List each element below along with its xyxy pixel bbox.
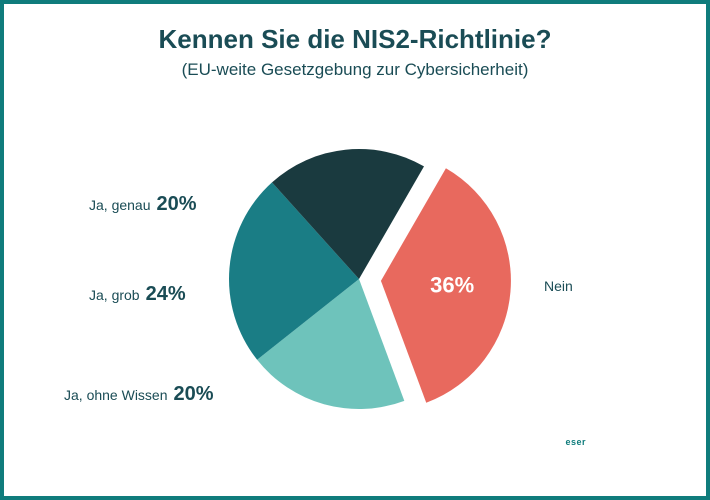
label-pct: 20% bbox=[174, 383, 214, 405]
label-text: Ja, ohne Wissen bbox=[64, 387, 168, 403]
chart-subtitle: (EU-weite Gesetzgebung zur Cybersicherhe… bbox=[4, 60, 706, 80]
credits: ESET Umfrage: 521 Befragte, Befragungsze… bbox=[554, 464, 682, 484]
brand-badge-text: eser bbox=[565, 437, 586, 447]
credits-line2: Befragungszeitraum: März 2024 bbox=[554, 474, 682, 484]
label-text: Ja, grob bbox=[89, 287, 140, 303]
pie-external-label: Ja, genau 20% bbox=[89, 194, 197, 214]
label-text: Nein bbox=[544, 278, 573, 294]
pie-external-label: Ja, ohne Wissen 20% bbox=[64, 384, 214, 404]
label-pct: 24% bbox=[146, 283, 186, 305]
chart-title: Kennen Sie die NIS2-Richtlinie? bbox=[4, 24, 706, 55]
credits-line1: ESET Umfrage: 521 Befragte, bbox=[563, 464, 682, 474]
brand-line1: Digital Security bbox=[604, 432, 657, 441]
infographic-frame: Kennen Sie die NIS2-Richtlinie? (EU-weit… bbox=[0, 0, 710, 500]
brand-badge: eser bbox=[554, 432, 598, 452]
brand-strip: eser Digital Security Progress. Protecte… bbox=[554, 432, 682, 452]
pie-external-label: Nein bbox=[544, 279, 573, 293]
brand-text: Digital Security Progress. Protected. bbox=[604, 433, 682, 451]
label-pct: 20% bbox=[157, 193, 197, 215]
label-text: Ja, genau bbox=[89, 197, 151, 213]
brand-line2: Progress. Protected. bbox=[604, 441, 682, 450]
pie-external-label: Ja, grob 24% bbox=[89, 284, 186, 304]
slice-pct-label: 36% bbox=[430, 273, 474, 298]
pie-chart-area: 36% Ja, genau 20% Ja, grob 24% Ja, ohne Wiss… bbox=[4, 84, 710, 444]
